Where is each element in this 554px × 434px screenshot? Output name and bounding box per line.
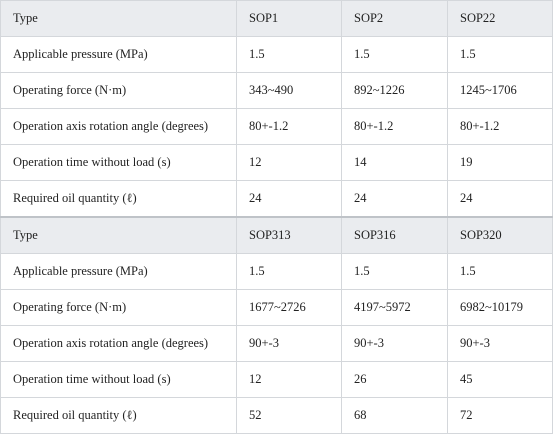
value-cell: 52 — [236, 397, 342, 434]
table-row: Applicable pressure (MPa) 1.5 1.5 1.5 — [0, 36, 553, 73]
value-cell: 1677~2726 — [236, 289, 342, 326]
value-cell: 45 — [447, 361, 553, 398]
value-cell: 1.5 — [236, 253, 342, 290]
table-row: Applicable pressure (MPa) 1.5 1.5 1.5 — [0, 253, 553, 290]
header-cell-model: SOP316 — [341, 216, 448, 254]
header-cell-type: Type — [0, 0, 237, 37]
table-row: Operation time without load (s) 12 14 19 — [0, 144, 553, 181]
row-label-cell: Operating force (N·m) — [0, 72, 237, 109]
value-cell: 90+-3 — [236, 325, 342, 362]
header-cell-model: SOP313 — [236, 216, 342, 254]
value-cell: 80+-1.2 — [341, 108, 448, 145]
header-cell-type: Type — [0, 216, 237, 254]
value-cell: 4197~5972 — [341, 289, 448, 326]
table-row: Operating force (N·m) 1677~2726 4197~5972 6… — [0, 289, 553, 326]
table-header-row: Type SOP1 SOP2 SOP22 — [0, 0, 553, 37]
value-cell: 24 — [236, 180, 342, 218]
value-cell: 1.5 — [236, 36, 342, 73]
header-cell-model: SOP320 — [447, 216, 553, 254]
value-cell: 72 — [447, 397, 553, 434]
value-cell: 12 — [236, 144, 342, 181]
table-row: Operating force (N·m) 343~490 892~1226 1245… — [0, 72, 553, 109]
table-row: Required oil quantity (ℓ) 24 24 24 — [0, 180, 553, 218]
value-cell: 892~1226 — [341, 72, 448, 109]
value-cell: 80+-1.2 — [447, 108, 553, 145]
row-label-cell: Applicable pressure (MPa) — [0, 253, 237, 290]
value-cell: 24 — [447, 180, 553, 218]
value-cell: 68 — [341, 397, 448, 434]
row-label-cell: Operation axis rotation angle (degrees) — [0, 108, 237, 145]
value-cell: 343~490 — [236, 72, 342, 109]
value-cell: 24 — [341, 180, 448, 218]
row-label-cell: Operating force (N·m) — [0, 289, 237, 326]
value-cell: 1245~1706 — [447, 72, 553, 109]
header-cell-model: SOP2 — [341, 0, 448, 37]
table-row: Operation axis rotation angle (degrees) 8… — [0, 108, 553, 145]
value-cell: 1.5 — [447, 253, 553, 290]
value-cell: 26 — [341, 361, 448, 398]
table-row: Operation time without load (s) 12 26 45 — [0, 361, 553, 398]
row-label-cell: Operation axis rotation angle (degrees) — [0, 325, 237, 362]
row-label-cell: Required oil quantity (ℓ) — [0, 180, 237, 218]
value-cell: 6982~10179 — [447, 289, 553, 326]
value-cell: 1.5 — [341, 36, 448, 73]
row-label-cell: Required oil quantity (ℓ) — [0, 397, 237, 434]
row-label-cell: Operation time without load (s) — [0, 361, 237, 398]
row-label-cell: Operation time without load (s) — [0, 144, 237, 181]
value-cell: 1.5 — [447, 36, 553, 73]
table-row: Required oil quantity (ℓ) 52 68 72 — [0, 397, 553, 434]
value-cell: 90+-3 — [447, 325, 553, 362]
row-label-cell: Applicable pressure (MPa) — [0, 36, 237, 73]
value-cell: 90+-3 — [341, 325, 448, 362]
value-cell: 14 — [341, 144, 448, 181]
value-cell: 12 — [236, 361, 342, 398]
header-cell-model: SOP22 — [447, 0, 553, 37]
value-cell: 80+-1.2 — [236, 108, 342, 145]
value-cell: 19 — [447, 144, 553, 181]
table-header-row: Type SOP313 SOP316 SOP320 — [0, 216, 553, 254]
value-cell: 1.5 — [341, 253, 448, 290]
table-row: Operation axis rotation angle (degrees) 9… — [0, 325, 553, 362]
header-cell-model: SOP1 — [236, 0, 342, 37]
